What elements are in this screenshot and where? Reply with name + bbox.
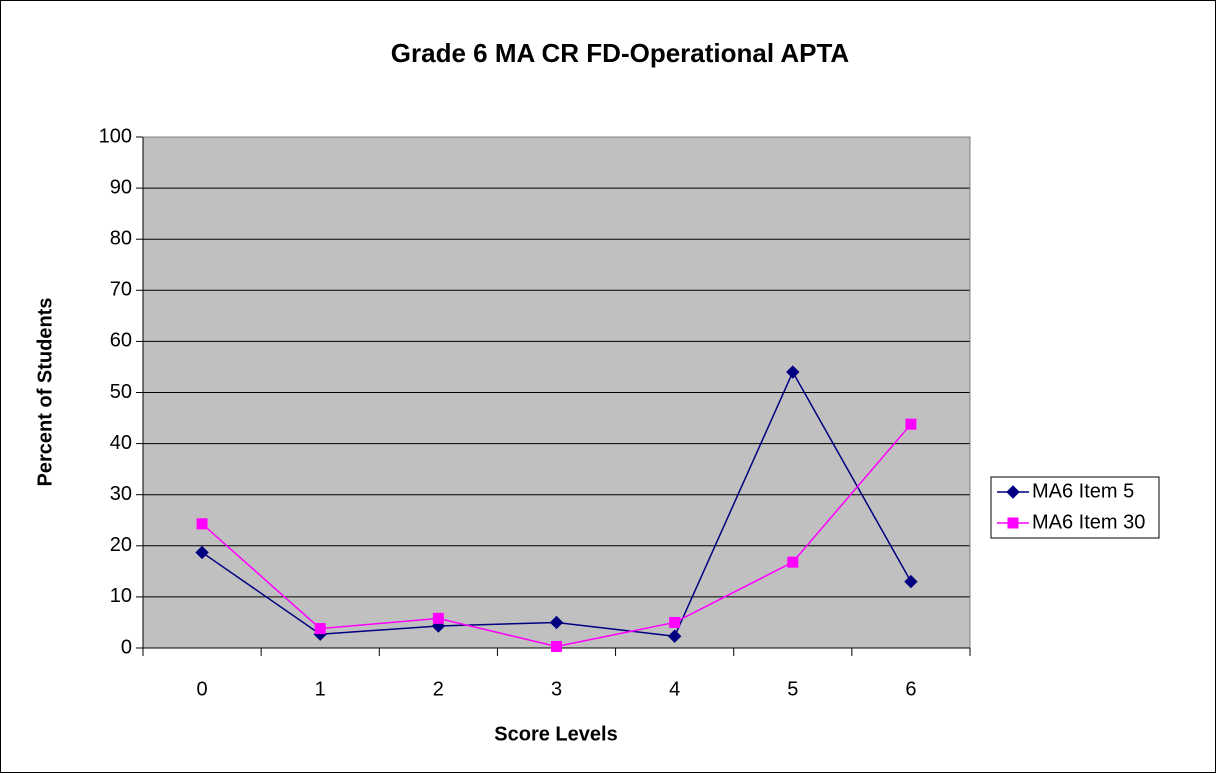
x-tick-label: 1 <box>315 678 326 700</box>
y-tick-label: 60 <box>110 330 132 352</box>
marker <box>669 616 681 628</box>
marker <box>787 556 799 568</box>
marker <box>432 612 444 624</box>
legend-label: MA6 Item 30 <box>1032 511 1145 533</box>
legend-box <box>990 476 1160 539</box>
x-tick-label: 2 <box>433 678 444 700</box>
y-tick-label: 70 <box>110 279 132 301</box>
legend-label: MA6 Item 5 <box>1032 480 1134 502</box>
marker <box>904 574 918 589</box>
y-tick-label: 50 <box>110 381 132 403</box>
marker <box>905 418 917 430</box>
y-axis-label: Percent of Students <box>34 298 56 487</box>
x-tick-label: 5 <box>787 678 798 700</box>
marker <box>667 629 682 643</box>
marker <box>551 640 562 652</box>
y-tick-label: 100 <box>99 125 132 147</box>
y-tick-label: 30 <box>110 483 132 505</box>
y-tick-label: 20 <box>110 534 132 556</box>
marker <box>314 623 326 635</box>
marker <box>786 365 800 379</box>
x-axis-label: Score Levels <box>494 723 617 745</box>
y-tick-label: 40 <box>110 432 132 454</box>
marker <box>195 545 209 560</box>
y-tick-label: 80 <box>110 227 132 249</box>
chart-title: Grade 6 MA CR FD-Operational APTA <box>391 38 850 68</box>
y-tick-label: 10 <box>110 585 132 607</box>
y-tick-label: 90 <box>110 176 132 198</box>
y-tick-label: 0 <box>121 636 132 658</box>
x-tick-label: 4 <box>669 678 680 700</box>
marker <box>1006 485 1020 499</box>
x-tick-label: 3 <box>551 678 562 700</box>
x-tick-label: 6 <box>905 678 916 700</box>
x-tick-label: 0 <box>197 678 208 700</box>
marker <box>549 615 564 630</box>
marker <box>196 518 208 530</box>
marker <box>1007 517 1019 529</box>
